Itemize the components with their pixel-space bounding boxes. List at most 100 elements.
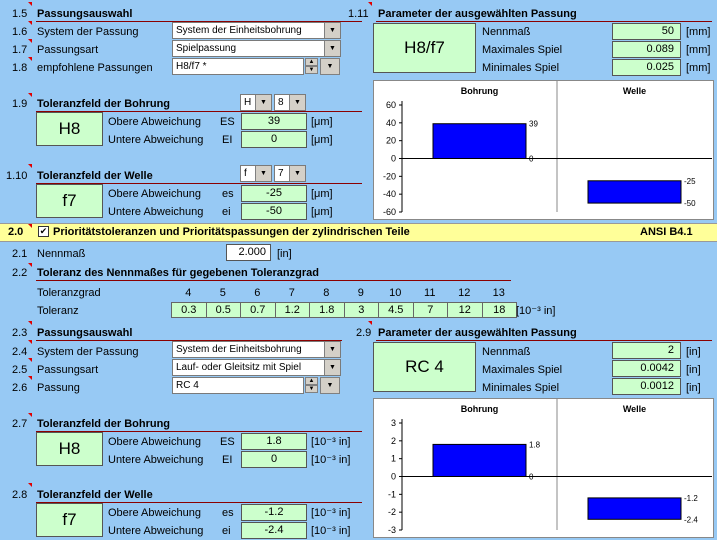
selected-fit-display: RC 4 — [373, 342, 476, 392]
deviation-label: Obere Abweichung — [108, 436, 201, 448]
spin-down-icon[interactable]: ▼ — [305, 66, 318, 74]
chevron-down-icon[interactable]: ▼ — [324, 342, 340, 357]
section-number: 2.7 — [12, 418, 28, 430]
divider — [36, 340, 342, 341]
tolerance-unit: [10⁻³ in] — [516, 305, 556, 317]
grade-cell: 7 — [288, 287, 295, 299]
chevron-down-icon[interactable]: ▼ — [289, 166, 305, 181]
fit-type-dropdown[interactable]: Spielpassung ▼ — [172, 40, 341, 57]
deviation-unit: [10⁻³ in] — [311, 507, 351, 519]
hole-tolerance-code: H8 — [36, 432, 103, 466]
select-value: H — [244, 97, 252, 108]
category-label: Bohrung — [461, 404, 499, 414]
deviation-symbol: EI — [222, 454, 233, 466]
category-label: Bohrung — [461, 86, 499, 96]
y-tick-label: -1 — [388, 489, 396, 499]
chevron-down-icon[interactable]: ▼ — [320, 377, 340, 394]
deviation-label: Obere Abweichung — [108, 507, 201, 519]
fit-type-dropdown-2[interactable]: Lauf- oder Gleitsitz mit Spiel ▼ — [172, 359, 341, 376]
chevron-down-icon[interactable]: ▼ — [324, 41, 340, 56]
grade-cell: 4 — [185, 287, 192, 299]
section-number: 1.11 — [348, 8, 369, 20]
param-label: Maximales Spiel — [482, 364, 563, 376]
section-number: 1.10 — [6, 170, 28, 182]
chevron-down-icon[interactable]: ▼ — [324, 23, 340, 38]
y-tick-label: -3 — [388, 525, 396, 535]
shaft-tolerance-code: f7 — [36, 184, 103, 218]
selected-fit-display: H8/f7 — [373, 23, 476, 73]
tolerance-cell: 7 — [412, 302, 448, 318]
grade-cell: 6 — [254, 287, 261, 299]
divider — [36, 183, 362, 184]
section-number: 2.4 — [12, 346, 28, 358]
spin-up-icon[interactable]: ▲ — [305, 58, 318, 66]
tolerance-cell: 0.7 — [240, 302, 276, 318]
hole-tolerance-code: H8 — [36, 112, 103, 146]
recommended-fits-dropdown[interactable]: H8/f7 * — [172, 58, 304, 75]
chevron-down-icon[interactable]: ▼ — [255, 95, 271, 110]
param-value: 0.025 — [612, 59, 681, 76]
spin-down-icon[interactable]: ▼ — [305, 385, 318, 393]
grade-cell: 13 — [492, 287, 505, 299]
bar-value-label: -2.4 — [684, 515, 698, 524]
chevron-down-icon[interactable]: ▼ — [289, 95, 305, 110]
deviation-label: Obere Abweichung — [108, 116, 201, 128]
divider — [376, 340, 712, 341]
param-label: Maximales Spiel — [482, 44, 563, 56]
section-number: 2.3 — [12, 327, 28, 339]
category-label: Welle — [623, 86, 646, 96]
section-number: 2.5 — [12, 364, 28, 376]
tolerance-chart-svg: Bohrung Welle 60 40 20 0 -20 -40 -60 39 0 -25 -50 — [383, 81, 712, 217]
section-number: 2.0 — [8, 226, 24, 238]
section-title: Toleranzfeld der Bohrung — [37, 418, 171, 430]
section-title: Toleranzfeld der Welle — [37, 170, 153, 182]
tolerance-chart-2: Bohrung Welle 3 2 1 0 -1 -2 -3 1.8 0 -1.2 -2.4 — [373, 398, 714, 538]
marker-icon — [368, 2, 372, 6]
param-value: 0.0042 — [612, 360, 681, 377]
spin-up-icon[interactable]: ▲ — [305, 377, 318, 385]
deviation-value: -50 — [241, 203, 307, 220]
deviation-unit: [10⁻³ in] — [311, 454, 351, 466]
deviation-unit: [μm] — [311, 206, 333, 218]
y-tick-label: 0 — [391, 154, 396, 164]
dropdown-value: System der Einheitsbohrung — [176, 344, 302, 355]
grade-cell: 5 — [219, 287, 226, 299]
marker-icon — [28, 93, 32, 97]
fit-system-dropdown-2[interactable]: System der Einheitsbohrung ▼ — [172, 341, 341, 358]
section-number: 2.2 — [12, 267, 28, 279]
shaft-grade-select[interactable]: 7 ▼ — [274, 165, 306, 182]
param-unit: [mm] — [686, 26, 711, 38]
grade-cell: 10 — [389, 287, 402, 299]
param-value: 0.0012 — [612, 378, 681, 395]
deviation-value: 0 — [241, 131, 307, 148]
deviation-unit: [10⁻³ in] — [311, 525, 351, 537]
tolerance-row-label: Toleranz — [37, 305, 79, 317]
y-tick-label: 2 — [391, 436, 396, 446]
grade-cell: 11 — [424, 287, 436, 299]
section-number: 1.5 — [12, 8, 28, 20]
nominal-size-input[interactable]: 2.000 — [226, 244, 271, 261]
deviation-value: -2.4 — [241, 522, 307, 539]
section-title: Toleranzfeld der Bohrung — [37, 98, 171, 110]
marker-icon — [28, 164, 32, 168]
chevron-down-icon[interactable]: ▼ — [255, 166, 271, 181]
section-title: Prioritätstoleranzen und Prioritätspassu… — [53, 226, 410, 238]
chevron-down-icon[interactable]: ▼ — [320, 58, 340, 75]
param-unit: [in] — [686, 364, 701, 376]
tolerance-cell: 1.2 — [274, 302, 310, 318]
section-number: 1.7 — [12, 44, 28, 56]
section-title: Toleranz des Nennmaßes für gegebenen Tol… — [37, 267, 319, 279]
chevron-down-icon[interactable]: ▼ — [324, 360, 340, 375]
section-title: Parameter der ausgewählten Passung — [378, 8, 577, 20]
deviation-unit: [μm] — [311, 188, 333, 200]
hole-letter-select[interactable]: H ▼ — [240, 94, 272, 111]
fit-dropdown-2[interactable]: RC 4 — [172, 377, 304, 394]
enable-checkbox[interactable]: ✔ — [38, 226, 49, 237]
shaft-letter-select[interactable]: f ▼ — [240, 165, 272, 182]
divider — [36, 111, 362, 112]
fit-system-dropdown[interactable]: System der Einheitsbohrung ▼ — [172, 22, 341, 39]
hole-grade-select[interactable]: 8 ▼ — [274, 94, 306, 111]
marker-icon — [28, 224, 32, 228]
param-label: Nennmaß — [482, 346, 531, 358]
marker-icon — [368, 321, 372, 325]
